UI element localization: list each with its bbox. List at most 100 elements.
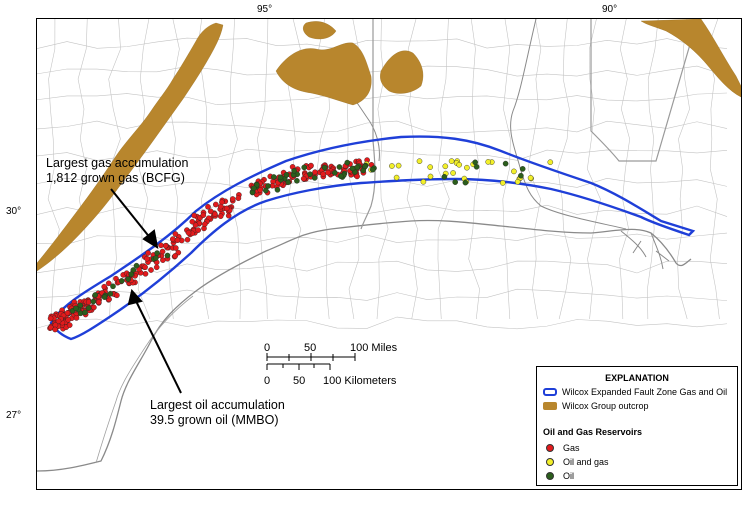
legend-box: EXPLANATION Wilcox Expanded Fault Zone G… (536, 366, 738, 486)
gas-reservoir-dot (229, 196, 236, 202)
gas-reservoir-dot (235, 195, 242, 201)
oil-reservoir-dot (128, 271, 134, 278)
oil-reservoir-dot (291, 167, 297, 174)
gas-reservoir-dot (169, 236, 176, 242)
oil-reservoir-dot (133, 262, 140, 269)
gas-reservoir-dot (85, 299, 92, 305)
scale-miles-100: 100 Miles (350, 342, 398, 354)
oil-dot-swatch (546, 472, 554, 480)
gas-reservoir-dot (114, 292, 120, 299)
oil-reservoir-dot (90, 298, 97, 305)
gas-dot-swatch (546, 444, 554, 452)
gas-reservoir-dot (257, 187, 264, 193)
gas-reservoir-dot (325, 169, 331, 176)
gas-reservoir-dot (212, 211, 218, 217)
oil-reservoir-dot (294, 177, 300, 184)
oil-reservoir-dot (344, 159, 351, 166)
legend-item-oil-label: Oil (563, 471, 574, 481)
gas-reservoir-dot (145, 250, 151, 256)
gas-reservoir-dot (195, 227, 201, 233)
delta-shoreline (620, 230, 670, 270)
scale-miles-50: 50 (304, 342, 316, 354)
oil-reservoir-dot (164, 252, 171, 259)
oil-and-gas-dot-swatch (546, 458, 554, 466)
oil-reservoir-dot (265, 183, 271, 189)
legend-item-outcrop: Wilcox Group outcrop (543, 401, 649, 411)
oil-reservoir-dot (441, 173, 448, 180)
gas-annotation: Largest gas accumulation 1,812 grown gas… (46, 156, 188, 186)
longitude-90-label: 90° (602, 4, 618, 15)
wilcox-outcrop (37, 19, 741, 272)
gas-reservoir-dot (64, 310, 71, 316)
oil-reservoir-dot (101, 294, 108, 300)
state-boundary (360, 19, 376, 230)
oil-reservoir-dot (277, 174, 284, 181)
oil-reservoir-dot (307, 171, 313, 177)
oil-reservoir-dot (118, 278, 125, 284)
oil-and-gas-reservoir-dot (393, 174, 400, 181)
oil-annotation-line2: 39.5 grown oil (MMBO) (150, 413, 279, 427)
outcrop-swatch (543, 402, 557, 410)
gas-reservoir-dot (217, 203, 224, 210)
latitude-27-label: 27° (6, 410, 22, 421)
longitude-95-label: 95° (257, 4, 273, 15)
oil-reservoir-dot (262, 187, 269, 194)
gas-reservoir-dot (312, 169, 318, 175)
oil-and-gas-reservoir-dot (427, 173, 434, 180)
map-canvas: 0 50 100 Miles 0 50 100 Kilometers (37, 19, 741, 472)
oil-reservoir-dot (362, 163, 368, 170)
oil-reservoir-dot (301, 164, 308, 171)
legend-title: EXPLANATION (605, 373, 669, 383)
legend-item-fault-zone: Wilcox Expanded Fault Zone Gas and Oil (543, 387, 727, 397)
oil-reservoir-dot (311, 175, 318, 181)
gas-reservoir-dot (55, 318, 62, 325)
oil-reservoir-dot (250, 185, 257, 192)
gas-reservoir-dot (191, 212, 197, 219)
gas-reservoir-dot (201, 221, 208, 227)
oil-reservoir-dot (502, 160, 509, 167)
gas-reservoir-dot (162, 242, 169, 249)
gas-reservoir-dot (91, 304, 97, 311)
oil-reservoir-dot (85, 305, 92, 311)
legend-item-outcrop-label: Wilcox Group outcrop (562, 401, 649, 411)
gas-reservoir-dot (172, 231, 179, 237)
oil-annotation-line1: Largest oil accumulation (150, 398, 285, 412)
gas-annotation-line1: Largest gas accumulation (46, 156, 189, 170)
legend-item-oil: Oil (543, 471, 574, 481)
oil-and-gas-reservoir-dot (547, 159, 554, 165)
oil-reservoir-dot (82, 309, 88, 316)
oil-reservoir-dot (369, 166, 376, 173)
scale-km-100: 100 Kilometers (323, 375, 397, 387)
oil-reservoir-dot (153, 255, 159, 261)
gas-reservoir-dot (217, 213, 224, 219)
annotation-arrows (110, 188, 182, 394)
scale-km-50: 50 (293, 375, 305, 387)
oil-and-gas-reservoir-dot (427, 164, 434, 170)
legend-item-oil-and-gas-label: Oil and gas (563, 457, 609, 467)
oil-and-gas-reservoir-dot (416, 158, 423, 164)
gas-reservoir-dot (66, 322, 73, 328)
oil-reservoir-dot (518, 172, 524, 179)
gas-reservoir-dot (105, 280, 112, 287)
fault-zone-swatch (543, 388, 557, 396)
gas-reservoir-dot (189, 218, 196, 225)
gas-reservoir-dot (96, 299, 102, 306)
legend-item-gas: Gas (543, 443, 580, 453)
coastline-inner (95, 295, 194, 464)
state-boundary-ms (590, 19, 702, 162)
oil-reservoirs (69, 159, 526, 317)
oil-reservoir-dot (270, 174, 277, 180)
gas-reservoir-dot (300, 175, 307, 182)
gas-reservoir-dot (174, 237, 181, 243)
gas-reservoir-dot (158, 242, 164, 249)
gas-reservoir-dot (101, 283, 107, 290)
gas-reservoir-dot (172, 245, 179, 251)
oil-reservoir-dot (452, 179, 459, 185)
coastline (37, 219, 692, 472)
gas-reservoir-dot (148, 267, 154, 273)
oil-and-gas-reservoir-dot (527, 174, 534, 181)
scale-miles-0: 0 (264, 342, 270, 354)
legend-item-oil-and-gas: Oil and gas (543, 457, 609, 467)
gas-reservoir-dot (47, 315, 54, 322)
gas-reservoir-dot (65, 317, 71, 323)
